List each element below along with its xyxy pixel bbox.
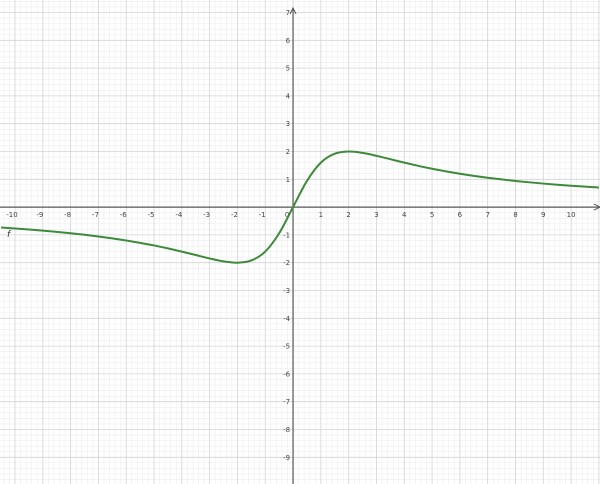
y-tick-label: 7 (286, 9, 290, 17)
x-tick-label: -1 (259, 211, 266, 219)
y-tick-label: 6 (286, 37, 291, 45)
y-tick-label: -2 (283, 259, 290, 267)
y-tick-label: -4 (283, 315, 291, 323)
x-tick-label: 1 (319, 211, 323, 219)
x-tick-label: 10 (567, 211, 576, 219)
y-tick-label: -1 (283, 231, 290, 239)
x-axis-arrow (593, 203, 600, 211)
x-tick-label: -9 (36, 211, 43, 219)
x-tick-label: 8 (513, 211, 517, 219)
x-tick-label: 4 (402, 211, 407, 219)
y-tick-label: -7 (283, 398, 290, 406)
function-curve-f[interactable] (1, 150, 599, 264)
x-tick-label: 5 (430, 211, 434, 219)
x-tick-label: -7 (92, 211, 99, 219)
y-tick-label: -3 (283, 287, 290, 295)
x-tick-label: -4 (175, 211, 183, 219)
x-tick-label: 6 (458, 211, 463, 219)
x-tick-label: 0 (285, 211, 289, 219)
y-axis-arrow (289, 6, 297, 15)
y-tick-label: 2 (286, 148, 290, 156)
function-label-f[interactable]: f (7, 230, 12, 240)
y-tick-label: 3 (286, 120, 290, 128)
y-tick-label: -9 (283, 454, 290, 462)
x-tick-label: 3 (374, 211, 378, 219)
x-tick-label: -6 (120, 211, 128, 219)
y-tick-label: -6 (283, 370, 291, 378)
tick-labels: -10 -9 -8 -7 -6 -5 -4 -3 -2 -1 0 1 2 3 4 5 6 7 8 9 107654321… (6, 9, 575, 462)
x-tick-label: -2 (231, 211, 238, 219)
x-tick-label: -10 (6, 211, 17, 219)
x-tick-label: 9 (541, 211, 545, 219)
y-tick-label: -5 (283, 343, 290, 351)
x-tick-label: 2 (346, 211, 350, 219)
y-tick-label: 1 (286, 176, 290, 184)
y-tick-label: 5 (286, 65, 290, 73)
axes (0, 6, 600, 484)
x-tick-label: 7 (485, 211, 489, 219)
x-tick-label: -5 (148, 211, 155, 219)
y-tick-label: -8 (283, 426, 290, 434)
x-tick-label: -8 (64, 211, 71, 219)
y-tick-label: 4 (286, 92, 291, 100)
x-tick-label: -3 (203, 211, 210, 219)
